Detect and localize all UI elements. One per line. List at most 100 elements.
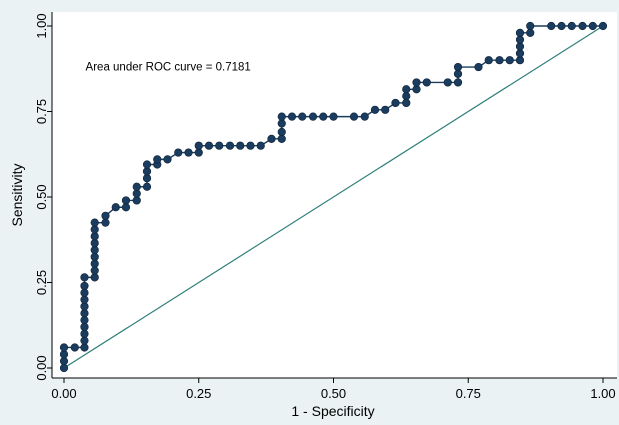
roc-point [121, 196, 131, 205]
roc-point [391, 98, 400, 108]
roc-point [90, 259, 99, 268]
roc-point [80, 322, 89, 332]
roc-point [287, 112, 297, 121]
roc-point [142, 160, 152, 169]
roc-point [80, 316, 89, 325]
roc-point [90, 225, 99, 234]
roc-point [80, 329, 89, 338]
y-axis-ticks: 0.00 0.25 0.50 0.75 1.00 [34, 13, 52, 381]
roc-point [256, 141, 265, 150]
roc-point [308, 112, 318, 121]
roc-point [184, 148, 193, 157]
roc-point [90, 232, 99, 241]
reference-line [63, 25, 604, 369]
roc-point [204, 141, 214, 150]
x-tick-label: 0.00 [51, 386, 76, 401]
x-tick-label: 1.00 [590, 386, 615, 401]
y-tick-label: 1.00 [34, 13, 49, 38]
roc-point [121, 203, 131, 212]
roc-point [59, 357, 69, 366]
plot-background [52, 12, 617, 378]
roc-point [59, 343, 69, 352]
roc-point [495, 56, 504, 65]
roc-point [567, 21, 576, 31]
roc-point [90, 252, 99, 261]
roc-point [80, 309, 89, 318]
roc-point [402, 98, 411, 108]
roc-point [453, 78, 463, 87]
roc-point [267, 134, 276, 143]
roc-point [453, 69, 463, 78]
roc-point [381, 105, 390, 114]
roc-point [515, 42, 525, 51]
roc-point [402, 92, 411, 101]
x-tick-label: 0.75 [456, 386, 481, 401]
roc-point [163, 155, 172, 164]
roc-point [557, 21, 566, 31]
roc-point [70, 343, 79, 352]
roc-point [215, 141, 224, 150]
roc-point [80, 302, 89, 311]
x-tick-label: 0.50 [321, 386, 346, 401]
roc-point [505, 56, 514, 65]
roc-point [142, 174, 152, 183]
roc-point [474, 62, 483, 72]
roc-point [526, 21, 535, 31]
roc-point [515, 56, 525, 65]
roc-point [588, 21, 597, 31]
auc-annotation: Area under ROC curve = 0.7181 [86, 61, 251, 73]
roc-point [360, 112, 369, 121]
roc-point [174, 148, 183, 157]
roc-point [194, 141, 203, 150]
roc-point [111, 203, 120, 212]
roc-point [547, 21, 556, 31]
roc-point [484, 56, 493, 65]
roc-point [515, 28, 525, 37]
roc-point [349, 112, 359, 121]
roc-point [246, 141, 255, 150]
roc-point [90, 245, 99, 255]
x-axis-ticks: 0.00 0.25 0.50 0.75 1.00 [51, 378, 616, 401]
y-tick-label: 0.50 [34, 184, 49, 209]
y-tick-label: 0.00 [34, 355, 49, 380]
roc-point [236, 141, 245, 150]
roc-point [80, 281, 89, 291]
roc-point [132, 189, 141, 198]
roc-point [453, 62, 463, 72]
roc-point [90, 239, 99, 248]
roc-point [80, 288, 89, 297]
y-axis-label: Sensitivity [9, 163, 25, 226]
roc-point [298, 112, 307, 121]
roc-point [132, 196, 141, 205]
roc-point [225, 141, 235, 150]
roc-point [578, 21, 587, 31]
y-tick-label: 0.25 [34, 270, 49, 295]
roc-point [515, 35, 525, 44]
roc-point [370, 105, 380, 114]
roc-point [515, 49, 525, 58]
roc-point [277, 119, 286, 128]
roc-point [153, 155, 162, 164]
roc-point [59, 350, 69, 359]
roc-point [80, 273, 89, 282]
roc-point [277, 134, 286, 143]
roc-point [80, 295, 89, 304]
x-axis-label: 1 - Specificity [291, 403, 374, 419]
roc-point [194, 148, 203, 157]
roc-point [90, 266, 99, 275]
chart-markers [59, 21, 608, 373]
roc-point [142, 182, 152, 191]
roc-point [80, 343, 89, 352]
roc-point [101, 211, 110, 220]
roc-point [329, 112, 338, 121]
roc-point [422, 78, 431, 87]
roc-point [132, 182, 141, 191]
roc-point [277, 112, 286, 121]
roc-point [526, 28, 535, 37]
roc-point [90, 273, 99, 282]
x-tick-label: 0.25 [186, 386, 211, 401]
roc-point [142, 167, 152, 176]
roc-point [402, 85, 411, 94]
